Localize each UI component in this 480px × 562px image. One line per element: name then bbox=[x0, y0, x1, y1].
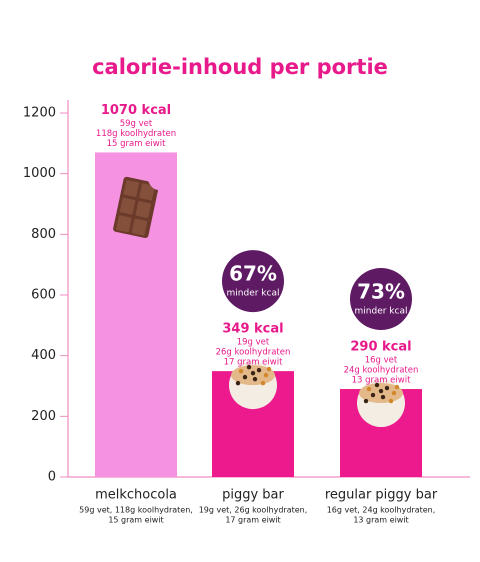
y-tick-label: 200 bbox=[31, 409, 56, 424]
piggy-bar-icon bbox=[229, 361, 277, 410]
chocolate-piece bbox=[116, 215, 132, 233]
ball-dot bbox=[242, 374, 248, 380]
value-label: 1070 kcal bbox=[101, 103, 171, 118]
x-tick-label: melkchocola bbox=[95, 488, 177, 503]
y-tick-label: 800 bbox=[31, 227, 56, 242]
value-detail: 15 gram eiwit bbox=[107, 139, 167, 149]
chocolate-bite bbox=[147, 180, 161, 190]
ball-dot bbox=[238, 368, 244, 374]
ball-dot bbox=[366, 386, 372, 392]
value-detail: 24g koolhydraten bbox=[344, 366, 419, 376]
ball-dot bbox=[266, 366, 272, 372]
ball-dot bbox=[363, 398, 369, 404]
ball-dot bbox=[384, 385, 390, 391]
value-detail: 26g koolhydraten bbox=[216, 348, 291, 358]
y-tick-label: 600 bbox=[31, 288, 56, 303]
x-tick-subtitle: 17 gram eiwit bbox=[225, 516, 280, 525]
x-tick-subtitle: 19g vet, 26g koolhydraten, bbox=[199, 506, 308, 515]
ball-dot bbox=[256, 367, 262, 373]
y-tick-label: 0 bbox=[48, 470, 56, 485]
chocolate-piece bbox=[139, 183, 155, 201]
chart-title: calorie-inhoud per portie bbox=[92, 55, 388, 79]
ball-dot bbox=[250, 370, 256, 376]
chocolate-icon bbox=[113, 176, 161, 239]
x-tick-label: piggy bar bbox=[222, 488, 284, 503]
ball-dot bbox=[391, 390, 397, 396]
value-detail: 13 gram eiwit bbox=[352, 376, 412, 386]
ball-dot bbox=[380, 394, 386, 400]
x-tick-subtitle: 59g vet, 118g koolhydraten, bbox=[79, 506, 193, 515]
ball-dot bbox=[370, 392, 376, 398]
value-detail: 16g vet bbox=[365, 356, 398, 366]
chocolate-piece bbox=[123, 180, 140, 198]
ball-dot bbox=[252, 376, 258, 382]
value-label: 349 kcal bbox=[222, 322, 283, 337]
ball-dot bbox=[260, 380, 266, 386]
ball-dot bbox=[394, 384, 400, 390]
ball-dot bbox=[263, 372, 269, 378]
reduction-value: 67% bbox=[229, 262, 277, 286]
reduction-value: 73% bbox=[357, 280, 405, 304]
ball-dot bbox=[388, 398, 394, 404]
x-tick-subtitle: 15 gram eiwit bbox=[108, 516, 163, 525]
piggy-bar-icon bbox=[357, 379, 405, 428]
ball-dot bbox=[246, 364, 252, 370]
value-label: 290 kcal bbox=[350, 340, 411, 355]
y-tick-label: 1200 bbox=[23, 106, 56, 121]
reduction-badge bbox=[222, 250, 284, 313]
value-detail: 59g vet bbox=[120, 119, 153, 129]
chocolate-piece bbox=[135, 200, 151, 218]
x-tick-label: regular piggy bar bbox=[325, 488, 438, 503]
ball-dot bbox=[374, 382, 380, 388]
chocolate-piece bbox=[131, 218, 148, 236]
value-detail: 118g koolhydraten bbox=[96, 129, 176, 139]
x-tick-subtitle: 13 gram eiwit bbox=[353, 516, 408, 525]
reduction-text: minder kcal bbox=[355, 307, 408, 317]
ball-dot bbox=[235, 380, 241, 386]
value-detail: 17 gram eiwit bbox=[224, 358, 284, 368]
ball-dot bbox=[378, 388, 384, 394]
reduction-text: minder kcal bbox=[227, 289, 280, 299]
value-detail: 19g vet bbox=[237, 338, 270, 348]
y-tick-label: 400 bbox=[31, 348, 56, 363]
reduction-badge bbox=[350, 268, 412, 331]
x-tick-subtitle: 16g vet, 24g koolhydraten, bbox=[327, 506, 436, 515]
chocolate-piece bbox=[119, 197, 136, 215]
y-tick-label: 1000 bbox=[23, 166, 56, 181]
